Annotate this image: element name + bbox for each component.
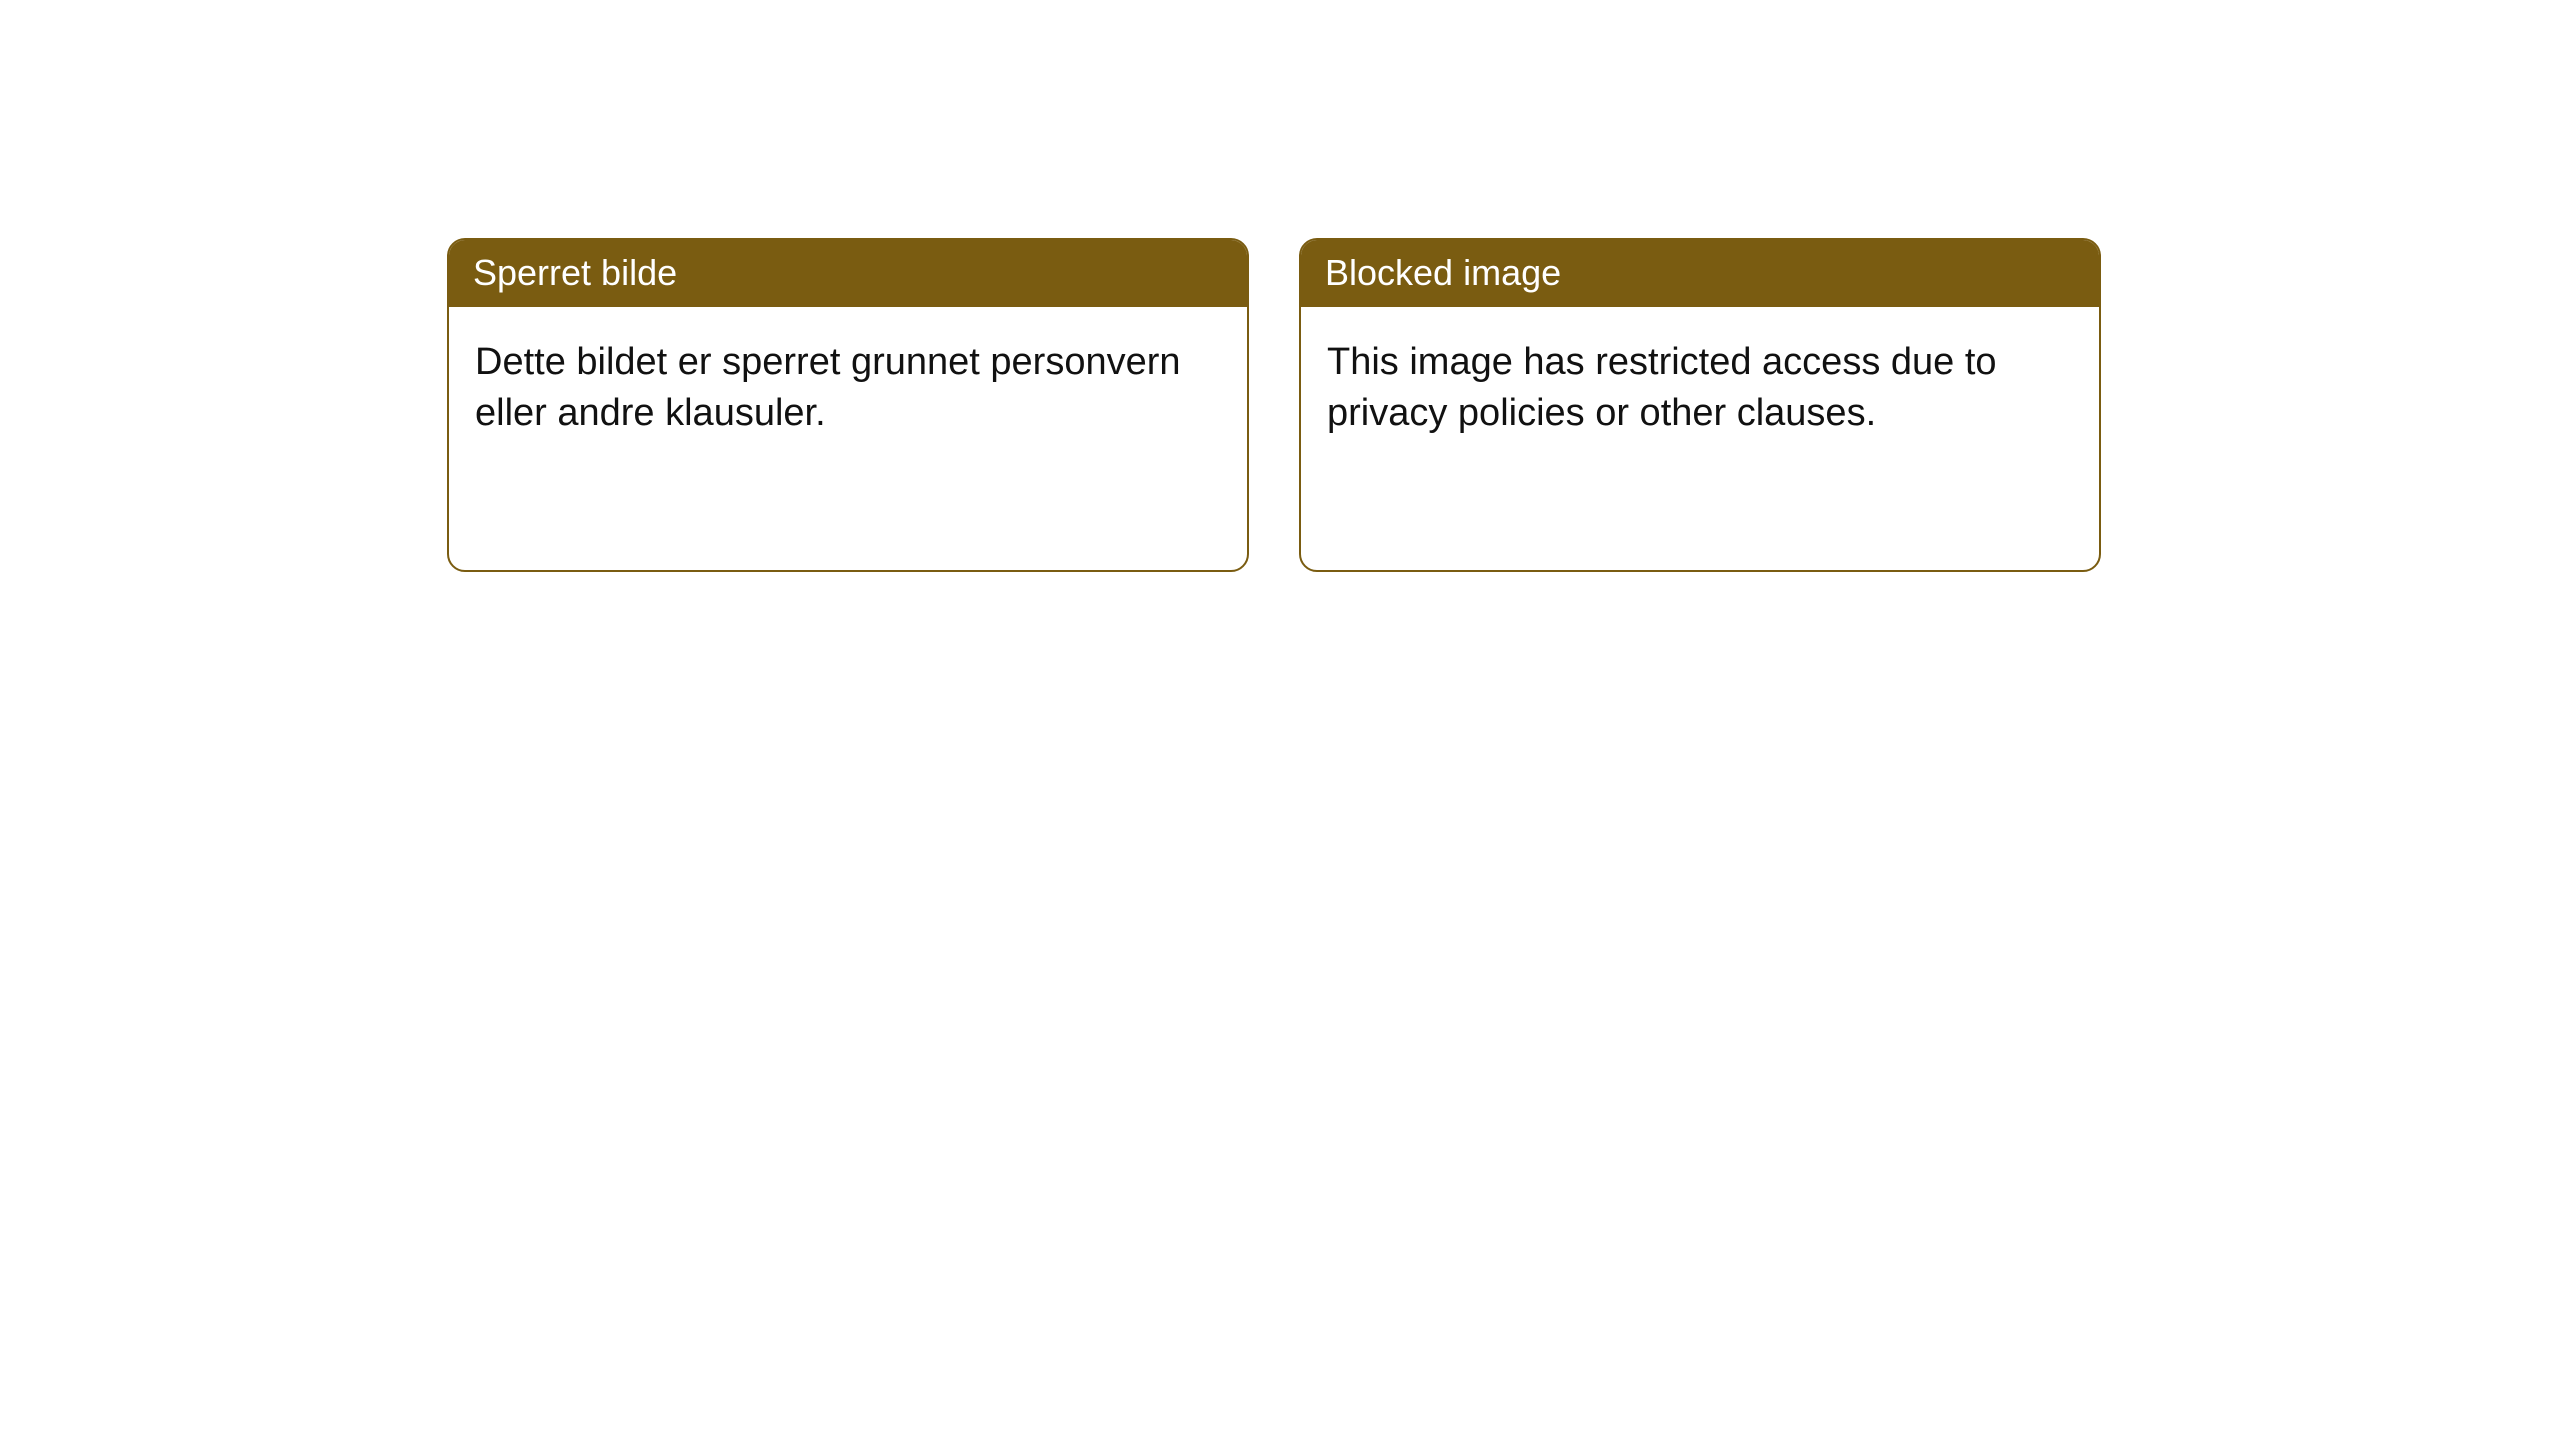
notice-card-norwegian: Sperret bilde Dette bildet er sperret gr… xyxy=(447,238,1249,572)
notice-header: Sperret bilde xyxy=(449,240,1247,307)
notice-container: Sperret bilde Dette bildet er sperret gr… xyxy=(0,0,2560,572)
notice-title: Blocked image xyxy=(1325,252,1561,293)
notice-body-text: This image has restricted access due to … xyxy=(1327,341,1997,434)
notice-header: Blocked image xyxy=(1301,240,2099,307)
notice-card-english: Blocked image This image has restricted … xyxy=(1299,238,2101,572)
notice-body: This image has restricted access due to … xyxy=(1301,307,2099,470)
notice-body: Dette bildet er sperret grunnet personve… xyxy=(449,307,1247,470)
notice-body-text: Dette bildet er sperret grunnet personve… xyxy=(475,341,1181,434)
notice-title: Sperret bilde xyxy=(473,252,677,293)
